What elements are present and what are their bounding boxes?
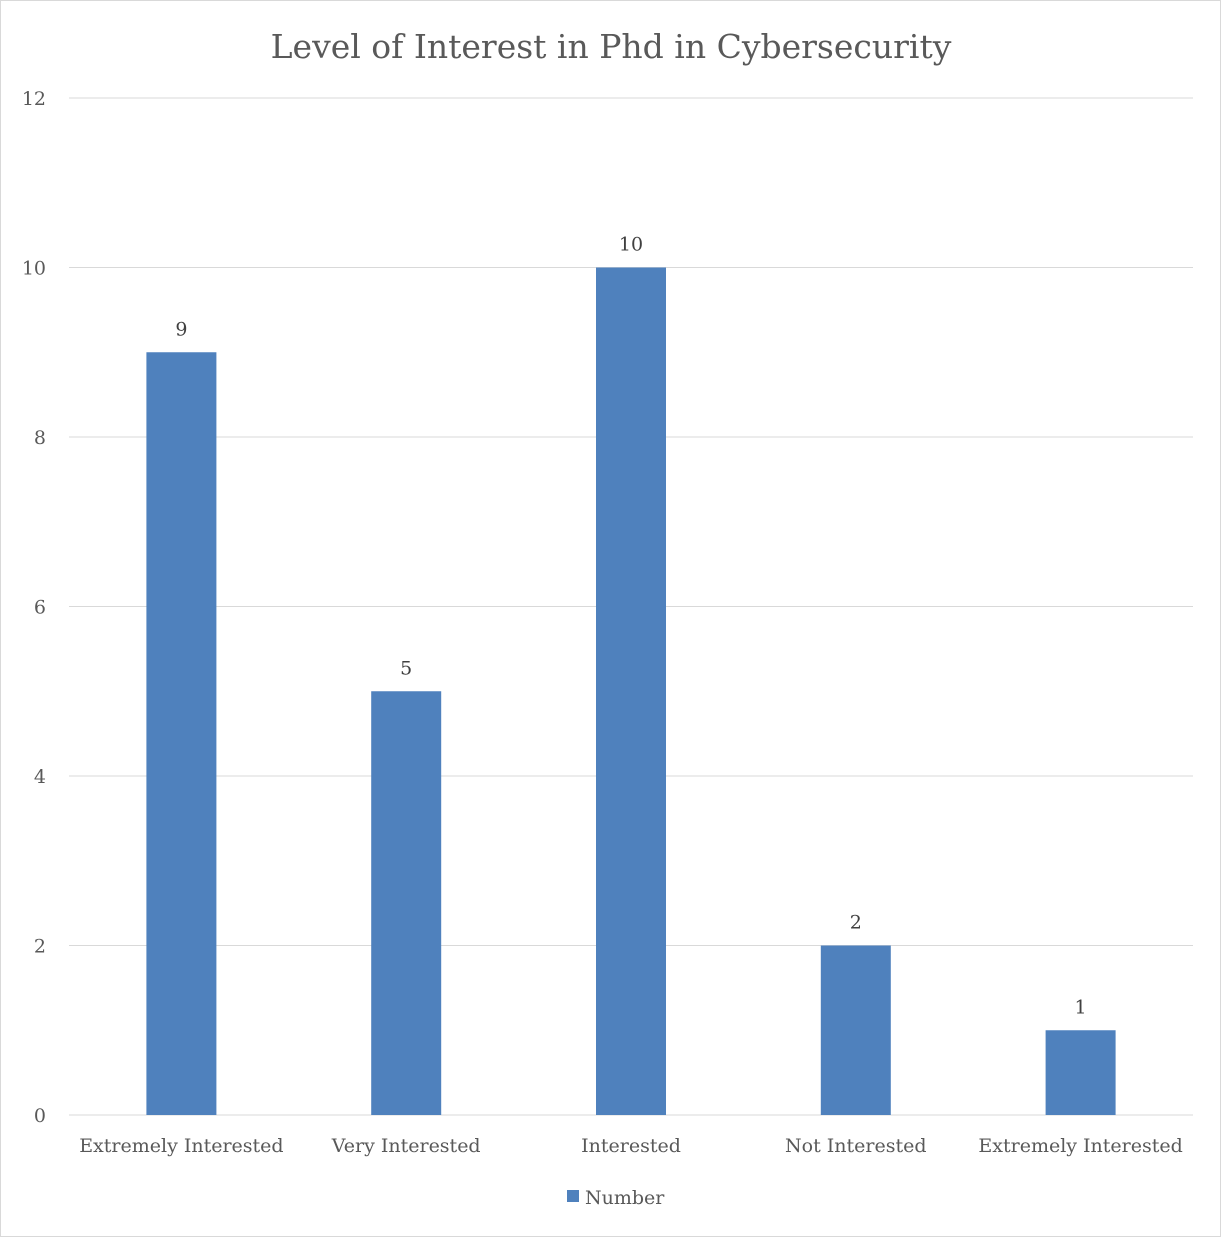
bar [1045, 1030, 1116, 1115]
legend-label: Number [585, 1187, 665, 1209]
legend-swatch [567, 1190, 579, 1202]
bar-data-label: 1 [1075, 996, 1087, 1018]
bar [596, 267, 666, 1115]
x-category-label: Very Interested [331, 1135, 481, 1157]
bar [820, 945, 891, 1115]
bar-data-label: 5 [400, 657, 412, 679]
x-category-label: Not Interested [785, 1135, 926, 1157]
y-axis-ticks: 0 2 4 6 8 10 12 [22, 88, 46, 1127]
y-tick-label: 12 [22, 88, 46, 110]
y-tick-label: 0 [34, 1105, 46, 1127]
y-tick-label: 6 [34, 597, 46, 619]
y-tick-label: 4 [34, 766, 46, 788]
y-tick-label: 8 [34, 427, 46, 449]
bar-data-label: 2 [850, 912, 862, 934]
bar-data-label: 9 [175, 318, 187, 340]
data-labels: 9 5 10 2 1 [175, 234, 1086, 1019]
bar [146, 352, 217, 1115]
x-category-label: Extremely Interested [79, 1135, 283, 1157]
bars [146, 267, 1116, 1115]
x-category-label: Interested [581, 1135, 681, 1157]
chart-title: Level of Interest in Phd in Cybersecurit… [271, 27, 952, 66]
legend: Number [567, 1187, 665, 1209]
y-tick-label: 2 [34, 936, 46, 958]
bar-data-label: 10 [619, 234, 643, 256]
bar [371, 691, 442, 1115]
x-axis-categories: Extremely Interested Very Interested Inter… [79, 1135, 1183, 1157]
x-category-label: Extremely Interested [978, 1135, 1182, 1157]
y-tick-label: 10 [22, 258, 46, 280]
